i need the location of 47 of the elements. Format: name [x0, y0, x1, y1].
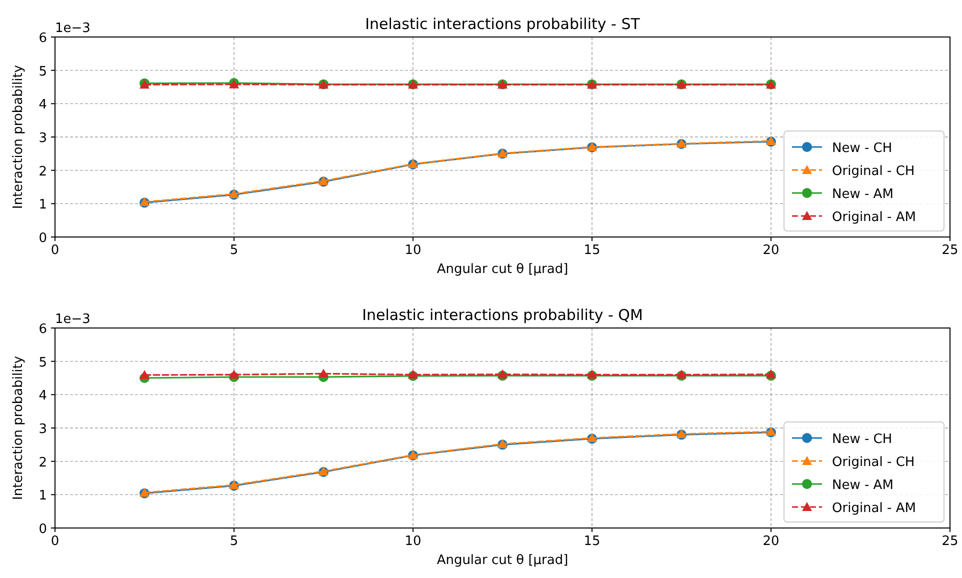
y-tick-label: 6 — [38, 322, 47, 337]
y-axis-title: Interaction probability — [11, 356, 26, 500]
legend-label: New - AM — [832, 187, 894, 202]
y-tick-label: 5 — [38, 355, 47, 370]
y-tick-label: 4 — [38, 388, 47, 404]
x-tick-label: 20 — [762, 534, 780, 549]
legend-label: New - CH — [832, 432, 892, 447]
x-tick-label: 15 — [584, 243, 600, 258]
y-tick-label: 0 — [38, 522, 47, 537]
x-tick-label: 5 — [230, 534, 238, 549]
legend-label: Original - CH — [832, 455, 915, 470]
legend-label: New - AM — [832, 478, 894, 493]
y-tick-label: 3 — [38, 422, 47, 437]
x-tick-label: 10 — [404, 243, 422, 258]
y-axis-title: Interaction probability — [11, 64, 26, 210]
point — [229, 370, 239, 379]
text: 1e−3 — [55, 312, 90, 327]
y-tick-label: 5 — [38, 64, 47, 80]
x-tick-label: 20 — [762, 243, 780, 258]
y-tick-label: 0 — [38, 231, 47, 246]
y-tick-label: 2 — [38, 164, 47, 180]
x-tick-label: 0 — [50, 534, 60, 549]
x-tick-label: 10 — [404, 534, 422, 549]
legend-label: Original - AM — [832, 501, 916, 516]
y-tick-label: 4 — [38, 98, 47, 113]
chart-title: Inelastic interactions probability - ST — [365, 15, 641, 33]
point — [140, 370, 150, 379]
y-tick-label: 6 — [38, 31, 47, 46]
x-axis-title: Angular cut θ [μrad] — [436, 553, 568, 568]
x-axis-title: Angular cut θ [μrad] — [436, 262, 568, 277]
point — [766, 369, 776, 378]
point — [318, 368, 328, 378]
x-tick-label: 15 — [584, 534, 600, 549]
y-tick-label: 3 — [38, 131, 47, 146]
y-tick-label: 1 — [38, 198, 47, 213]
legend-label: Original - CH — [832, 164, 915, 179]
text: 1e−3 — [55, 21, 90, 36]
y-tick-label: 2 — [38, 455, 47, 470]
point — [498, 369, 508, 378]
chart-title: Inelastic interactions probability - QM — [362, 306, 643, 324]
y-tick-label: 1 — [38, 488, 47, 504]
x-tick-label: 25 — [942, 243, 958, 258]
x-tick-label: 5 — [230, 243, 238, 258]
x-tick-label: 0 — [50, 243, 60, 258]
x-tick-label: 25 — [942, 534, 958, 549]
legend-label: Original - AM — [832, 210, 916, 225]
legend-label: New - CH — [832, 141, 892, 156]
